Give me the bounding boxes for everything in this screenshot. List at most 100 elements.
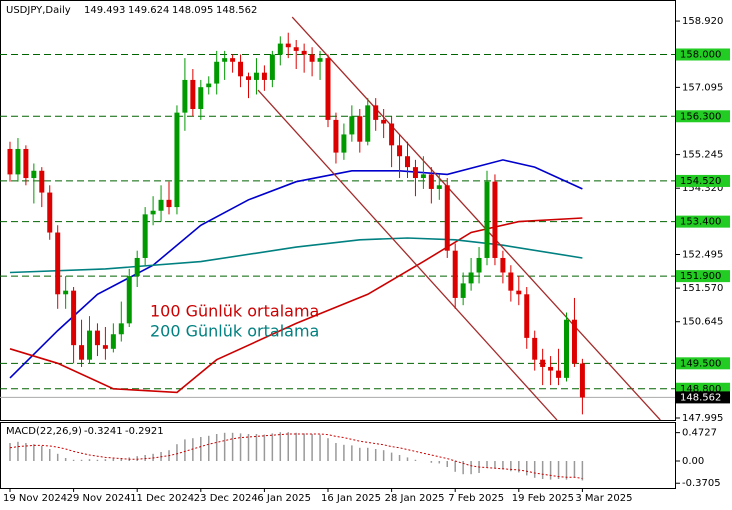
candle-body <box>182 79 188 113</box>
macd-bar <box>518 461 520 473</box>
channel-line <box>291 16 661 420</box>
candle-body <box>548 366 554 371</box>
macd-bar <box>319 434 321 461</box>
candle-body <box>397 145 403 157</box>
candle-body <box>118 323 124 335</box>
macd-bar <box>390 452 393 461</box>
macd-bar <box>573 461 576 478</box>
y-tick-label: 158.920 <box>682 16 723 27</box>
candle-body <box>246 76 251 80</box>
macd-bar <box>414 459 417 461</box>
candle-body <box>174 112 180 208</box>
candle-body <box>484 181 490 258</box>
candle-body <box>39 170 45 193</box>
candle-body <box>405 156 410 168</box>
x-tick-label: 28 Jan 2025 <box>385 493 445 504</box>
level-box <box>676 48 730 61</box>
macd-y-tick-label: 0.00 <box>682 456 704 467</box>
candle-body <box>516 290 522 295</box>
y-tick-label: 150.645 <box>682 317 723 328</box>
macd-bar <box>367 447 369 461</box>
macd-bar <box>549 461 552 480</box>
candle-body <box>317 58 323 62</box>
macd-bar <box>33 444 35 461</box>
candle-body <box>309 54 315 62</box>
macd-bar <box>17 441 19 461</box>
x-tick-label: 19 Nov 2024 <box>3 493 67 504</box>
candle-body <box>7 148 13 175</box>
macd-bar <box>88 459 91 461</box>
level-label: 149.500 <box>680 358 721 369</box>
macd-bar <box>263 434 266 461</box>
level-label: 158.000 <box>680 49 721 60</box>
level-label: 154.520 <box>680 176 721 187</box>
y-tick-label: 157.095 <box>682 82 723 93</box>
x-tick-label: 19 Feb 2025 <box>512 493 574 504</box>
macd-bar <box>406 457 409 461</box>
macd-bar <box>144 455 146 461</box>
macd-bar <box>438 461 441 464</box>
header-ohlc: 148.562 <box>216 5 257 16</box>
macd-bar <box>502 461 504 470</box>
macd-bar <box>192 438 194 461</box>
macd-bar <box>49 449 51 461</box>
macd-bar <box>25 443 27 461</box>
candle-body <box>357 116 363 142</box>
candle-body <box>436 185 442 189</box>
header-ohlc: 148.095 <box>172 5 213 16</box>
axes: 158.920 157.095 155.245 154.320 152.495 151.5… <box>3 16 730 504</box>
level-box <box>676 270 730 283</box>
legend-entry: 200 Günlük ortalama <box>150 322 319 341</box>
macd-bar <box>486 461 488 467</box>
y-tick-label: 155.245 <box>682 150 723 161</box>
candle-body <box>261 72 267 80</box>
macd-bar <box>215 434 218 461</box>
x-tick-label: 11 Dec 2024 <box>130 493 194 504</box>
macd-bar <box>239 433 242 461</box>
level-label: 151.900 <box>680 271 721 282</box>
candle-body <box>269 54 275 80</box>
candle-body <box>301 50 307 55</box>
macd-bar <box>255 434 258 461</box>
macd-bar <box>208 435 210 461</box>
macd-bar <box>374 449 377 461</box>
y-tick-label: 151.570 <box>682 283 723 294</box>
candle-body <box>15 148 21 175</box>
candle-body <box>381 119 387 124</box>
symbol-title: USDJPY,Daily <box>6 5 71 16</box>
macd-bar <box>494 461 496 469</box>
macd-bar <box>104 459 107 461</box>
candle-body <box>71 290 77 346</box>
candle-body <box>428 174 434 189</box>
macd-bar <box>41 446 43 461</box>
macd-bar <box>72 459 75 461</box>
macd-bar <box>510 461 512 472</box>
macd-bar <box>136 456 138 461</box>
macd-y-tick-label: 0.4727 <box>682 428 717 439</box>
macd-panel <box>0 422 676 489</box>
moving-average <box>9 159 583 379</box>
level-box <box>676 357 730 370</box>
candle-body <box>55 232 61 295</box>
x-tick-label: 6 Jan 2025 <box>257 493 311 504</box>
candle-body <box>452 250 458 298</box>
candle-body <box>365 105 371 142</box>
candle-body <box>198 87 204 109</box>
macd-bar <box>64 458 67 461</box>
candle-body <box>325 58 331 120</box>
candle-body <box>468 272 474 284</box>
candle-body <box>444 185 450 251</box>
y-tick-label: 154.320 <box>682 183 723 194</box>
macd-bar <box>287 432 289 461</box>
x-tick-label: 23 Dec 2024 <box>194 493 258 504</box>
macd-signal <box>9 433 583 479</box>
candle-body <box>492 181 498 258</box>
candle-body <box>420 174 426 179</box>
macd-bar <box>557 461 560 479</box>
level-label: 148.800 <box>680 384 721 395</box>
macd-bar <box>56 453 59 461</box>
macd-bar <box>231 432 234 461</box>
macd-y-tick-label: -0.3705 <box>682 478 721 489</box>
candle-body <box>556 370 562 378</box>
